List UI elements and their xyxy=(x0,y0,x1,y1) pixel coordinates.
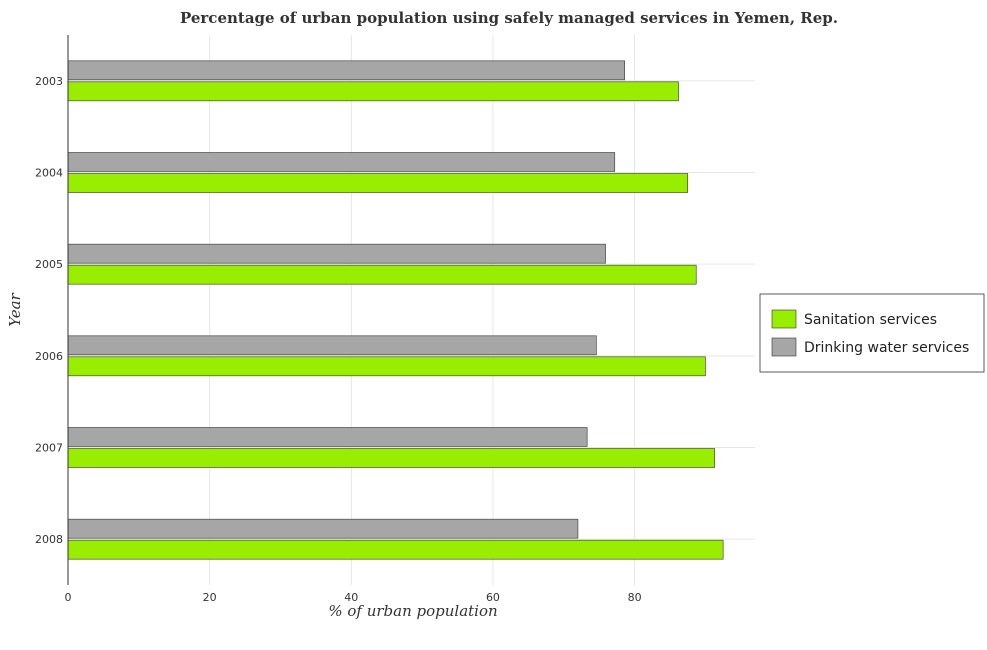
legend: Sanitation services Drinking water servi… xyxy=(759,293,985,373)
y-tick-label: 2006 xyxy=(35,350,63,363)
sanitation-bar xyxy=(67,356,706,377)
y-axis-title: Year xyxy=(6,292,24,326)
legend-swatch-drinking-water xyxy=(771,337,797,357)
x-tick-label: 20 xyxy=(203,591,217,604)
y-tick-labels: 2003 2004 2005 2006 2007 2008 xyxy=(35,75,63,546)
grid-lines xyxy=(67,35,755,585)
sanitation-bar xyxy=(67,173,689,193)
y-tick-label: 2007 xyxy=(35,442,63,455)
drinking-water-bar xyxy=(67,335,597,356)
drinking-water-bar xyxy=(67,427,588,447)
sanitation-bar xyxy=(67,264,697,285)
drinking-water-bar xyxy=(67,518,579,539)
sanitation-bar xyxy=(67,448,715,468)
sanitation-bar xyxy=(67,81,679,102)
y-tick-label: 2003 xyxy=(35,75,63,88)
x-tick-label: 80 xyxy=(628,591,642,604)
drinking-water-bar xyxy=(67,60,625,81)
legend-box xyxy=(759,293,985,373)
y-tick-label: 2008 xyxy=(35,533,63,546)
bars xyxy=(67,60,724,560)
drinking-water-bar xyxy=(67,243,606,264)
drinking-water-bar xyxy=(67,152,616,172)
legend-label-sanitation: Sanitation services xyxy=(804,312,937,328)
x-tick-label: 0 xyxy=(65,591,72,604)
y-tick-label: 2004 xyxy=(35,167,63,180)
x-tick-label: 60 xyxy=(486,591,500,604)
sanitation-bar xyxy=(67,539,724,560)
chart-title: Percentage of urban population using saf… xyxy=(180,9,838,27)
legend-swatch-sanitation xyxy=(771,309,797,329)
y-tick-label: 2005 xyxy=(35,258,63,271)
legend-label-drinking-water: Drinking water services xyxy=(804,340,969,356)
x-axis-title: % of urban population xyxy=(328,602,497,620)
x-tick-label: 40 xyxy=(344,591,358,604)
x-tick-labels: 0 20 40 60 80 xyxy=(65,591,642,604)
